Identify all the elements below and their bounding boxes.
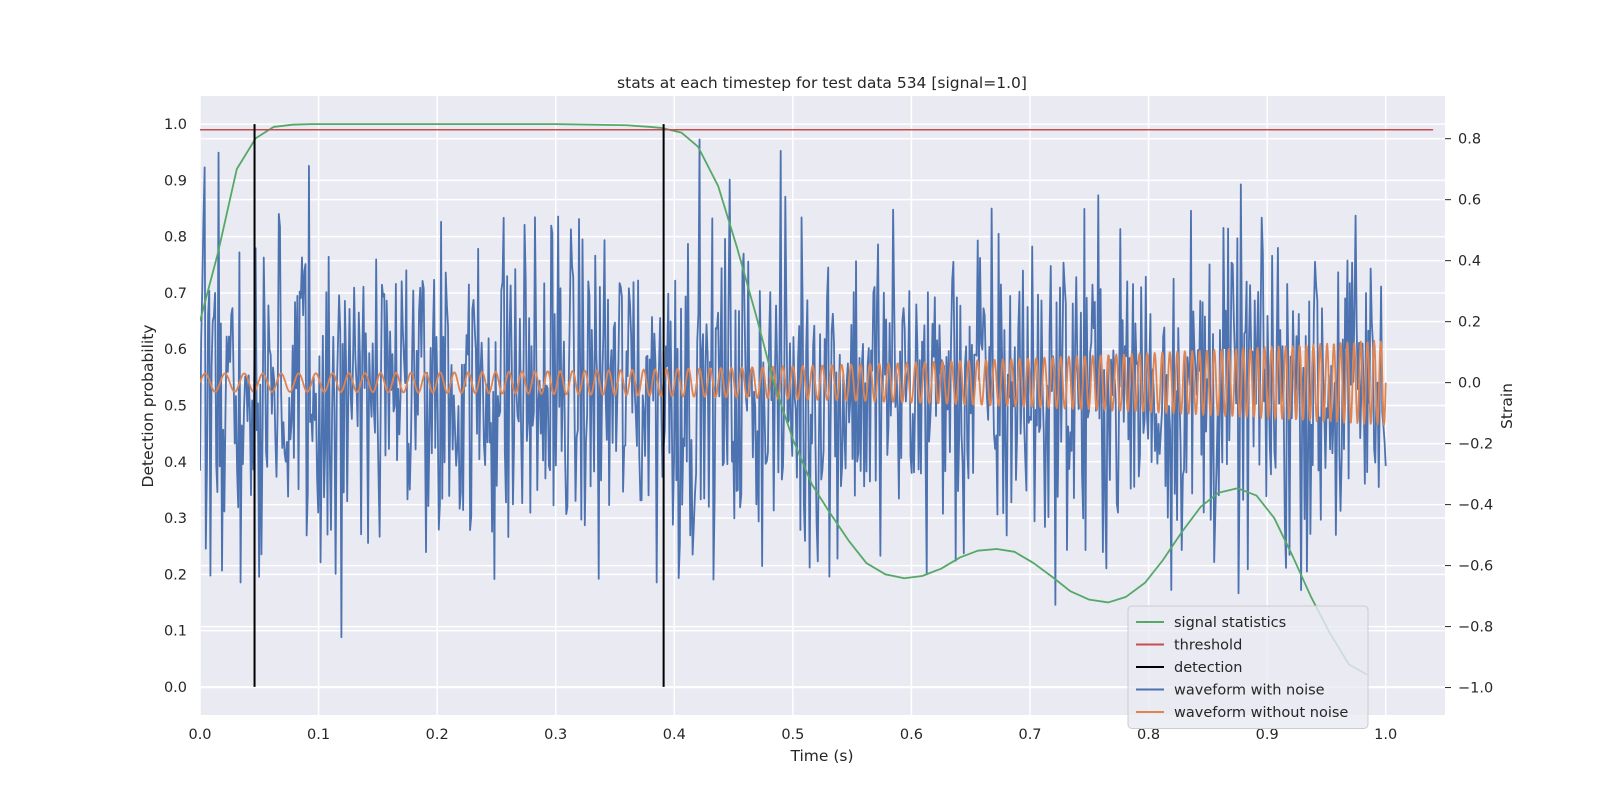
y-right-tick-label: −0.4	[1458, 498, 1493, 514]
y-right-tick-label: 0.6	[1458, 193, 1481, 209]
x-axis-ticks: 0.0 0.1 0.2 0.3 0.4 0.5 0.6 0.7 0.8 0.9 1.0	[188, 727, 1397, 743]
series-layer	[200, 123, 1434, 687]
legend-label: signal statistics	[1174, 615, 1286, 631]
x-tick-label: 0.6	[900, 727, 923, 743]
y-right-tick-label: −0.6	[1458, 559, 1493, 575]
x-tick-label: 0.7	[1018, 727, 1041, 743]
y-right-tick-label: −1.0	[1458, 681, 1493, 697]
y-right-tick-label: −0.8	[1458, 620, 1493, 636]
y-left-tick-label: 0.1	[164, 624, 187, 640]
x-axis-label: Time (s)	[789, 747, 853, 765]
x-tick-label: 0.9	[1256, 727, 1279, 743]
legend-label: waveform with noise	[1174, 683, 1325, 699]
x-tick-label: 1.0	[1374, 727, 1397, 743]
y-right-tick-label: −0.2	[1458, 437, 1493, 453]
x-tick-label: 0.5	[781, 727, 804, 743]
y-left-tick-label: 0.9	[164, 173, 187, 189]
y-left-tick-label: 0.3	[164, 511, 187, 527]
waveform-with-noise-line	[200, 138, 1387, 639]
x-tick-label: 0.0	[188, 727, 211, 743]
y-axis-right-label: Strain	[1498, 383, 1516, 429]
legend-label: detection	[1174, 660, 1242, 676]
x-tick-label: 0.3	[544, 727, 567, 743]
y-left-tick-label: 0.0	[164, 680, 187, 696]
y-axis-left-ticks: 0.0 0.1 0.2 0.3 0.4 0.5 0.6 0.7 0.8 0.9 1.0	[164, 117, 187, 696]
legend-label: threshold	[1174, 638, 1242, 654]
y-axis-right-ticks: −1.0 −0.8 −0.6 −0.4 −0.2 0.0 0.2 0.4 0.6 0.8	[1445, 132, 1493, 697]
y-right-tick-label: 0.2	[1458, 315, 1481, 331]
x-tick-label: 0.1	[307, 727, 330, 743]
y-right-tick-label: 0.0	[1458, 376, 1481, 392]
y-left-tick-label: 0.6	[164, 342, 187, 358]
y-left-tick-label: 1.0	[164, 117, 187, 133]
x-tick-label: 0.2	[426, 727, 449, 743]
y-right-tick-label: 0.4	[1458, 254, 1481, 270]
chart-title: stats at each timestep for test data 534…	[617, 74, 1027, 92]
y-left-tick-label: 0.7	[164, 286, 187, 302]
y-left-tick-label: 0.5	[164, 399, 187, 415]
y-left-tick-label: 0.8	[164, 230, 187, 246]
waveform-without-noise-line	[200, 339, 1387, 426]
y-axis-left-label: Detection probability	[139, 325, 157, 488]
legend-label: waveform without noise	[1174, 705, 1348, 721]
legend-box	[1127, 605, 1369, 729]
y-left-tick-label: 0.4	[164, 455, 187, 471]
x-tick-label: 0.4	[663, 727, 686, 743]
y-right-tick-label: 0.8	[1458, 132, 1481, 148]
y-left-tick-label: 0.2	[164, 567, 187, 583]
legend: signal statistics threshold detection wavef…	[1127, 605, 1369, 729]
signal-statistics-line	[200, 123, 1368, 676]
x-tick-label: 0.8	[1137, 727, 1160, 743]
